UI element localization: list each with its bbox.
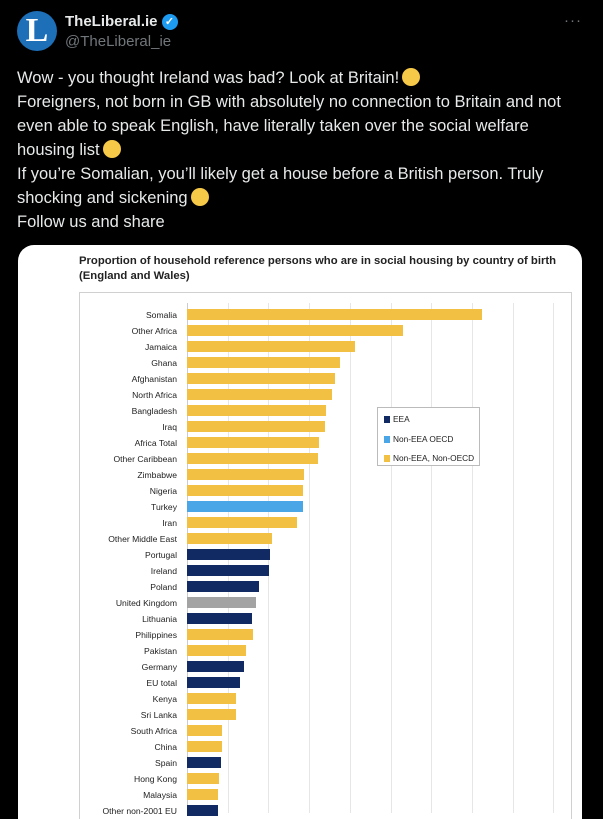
category-label: Sri Lanka xyxy=(140,710,177,720)
bar xyxy=(187,789,218,800)
bar xyxy=(187,549,271,560)
category-label: Spain xyxy=(155,758,177,768)
bar xyxy=(187,629,253,640)
gridline xyxy=(431,303,433,813)
category-label: North Africa xyxy=(132,390,177,400)
tweet-line: If you’re Somalian, you’ll likely get a … xyxy=(17,165,544,207)
bar xyxy=(187,613,253,624)
more-options-icon[interactable]: ··· xyxy=(564,12,582,29)
category-label: Malaysia xyxy=(143,790,177,800)
bar xyxy=(187,389,333,400)
legend-item-eea: EEA xyxy=(384,414,410,424)
bar xyxy=(187,741,222,752)
category-label: Poland xyxy=(150,582,177,592)
legend-swatch xyxy=(384,454,390,462)
category-label: EU total xyxy=(146,678,177,688)
category-label: Bangladesh xyxy=(131,406,177,416)
gridline xyxy=(553,303,555,813)
tweet-line: Wow - you thought Ireland was bad? Look … xyxy=(17,69,400,87)
bar xyxy=(187,773,220,784)
category-label: Lithuania xyxy=(142,614,177,624)
avatar[interactable]: L xyxy=(17,11,57,51)
legend-swatch xyxy=(384,415,390,423)
category-label: South Africa xyxy=(130,726,177,736)
bar xyxy=(187,373,335,384)
category-label: Hong Kong xyxy=(133,774,177,784)
chart-frame xyxy=(79,292,572,819)
category-label: Nigeria xyxy=(149,486,177,496)
bar xyxy=(187,645,246,656)
bar xyxy=(187,565,269,576)
tweet-line: Foreigners, not born in GB with absolute… xyxy=(17,93,561,159)
tweet-line: Follow us and share xyxy=(17,213,165,231)
gridline xyxy=(512,303,514,813)
category-label: Iran xyxy=(162,518,177,528)
tweet-text: Wow - you thought Ireland was bad? Look … xyxy=(17,66,587,234)
category-label: Other Africa xyxy=(131,326,177,336)
bar xyxy=(187,437,320,448)
category-label: Jamaica xyxy=(145,342,177,352)
bar xyxy=(187,325,403,336)
bar xyxy=(187,485,303,496)
category-label: Ghana xyxy=(151,358,177,368)
tweet-image-chart[interactable]: Proportion of household reference person… xyxy=(18,245,582,819)
gridline xyxy=(349,303,351,813)
category-label: Somalia xyxy=(145,310,177,320)
legend-item-non-eea-oecd: Non-EEA OECD xyxy=(384,434,453,444)
gridline xyxy=(471,303,473,813)
category-label: Other Middle East xyxy=(108,534,177,544)
astonished-face-emoji-icon xyxy=(402,68,421,86)
bar xyxy=(187,805,218,816)
bar xyxy=(187,469,305,480)
bar xyxy=(187,309,483,320)
bar xyxy=(187,453,318,464)
bar xyxy=(187,757,221,768)
category-label: Turkey xyxy=(151,502,177,512)
chart-legend: EEA Non-EEA OECD Non-EEA, Non-OECD xyxy=(377,407,480,466)
bar xyxy=(187,661,244,672)
bar xyxy=(187,501,303,512)
category-label: Other non-2001 EU xyxy=(102,806,177,816)
gridline xyxy=(309,303,311,813)
bar xyxy=(187,517,297,528)
gridline xyxy=(390,303,392,813)
category-label: Germany xyxy=(141,662,177,672)
legend-item-non-eea-non-oecd: Non-EEA, Non-OECD xyxy=(384,453,474,463)
category-label: Ireland xyxy=(150,566,177,576)
legend-swatch xyxy=(384,435,390,443)
verified-badge-icon: ✓ xyxy=(161,13,178,30)
bar xyxy=(187,357,340,368)
category-label: Iraq xyxy=(162,422,177,432)
category-label: Pakistan xyxy=(144,646,177,656)
category-label: United Kingdom xyxy=(115,598,177,608)
category-label: Kenya xyxy=(152,694,177,704)
bar xyxy=(187,677,240,688)
chart-plot: Somalia Other Africa Jamaica Ghana Afghanist… xyxy=(18,245,582,819)
bar xyxy=(187,709,236,720)
category-label: Philippines xyxy=(135,630,177,640)
category-label: Zimbabwe xyxy=(137,470,177,480)
handle[interactable]: @TheLiberal_ie xyxy=(65,33,172,50)
category-label: Other Caribbean xyxy=(113,454,177,464)
bar xyxy=(187,581,260,592)
bar xyxy=(187,533,273,544)
category-label: Africa Total xyxy=(134,438,177,448)
category-label: China xyxy=(154,742,177,752)
exploding-head-emoji-icon xyxy=(190,188,209,206)
chart-title: Proportion of household reference person… xyxy=(79,255,557,282)
bar xyxy=(187,725,223,736)
category-label: Portugal xyxy=(144,550,177,560)
bar xyxy=(187,405,326,416)
category-label: Afghanistan xyxy=(131,374,177,384)
display-name[interactable]: TheLiberal.ie ✓ xyxy=(65,13,178,30)
bar xyxy=(187,341,356,352)
bar xyxy=(187,597,256,608)
flushed-face-emoji-icon xyxy=(102,140,121,158)
bar xyxy=(187,421,325,432)
bar xyxy=(187,693,237,704)
